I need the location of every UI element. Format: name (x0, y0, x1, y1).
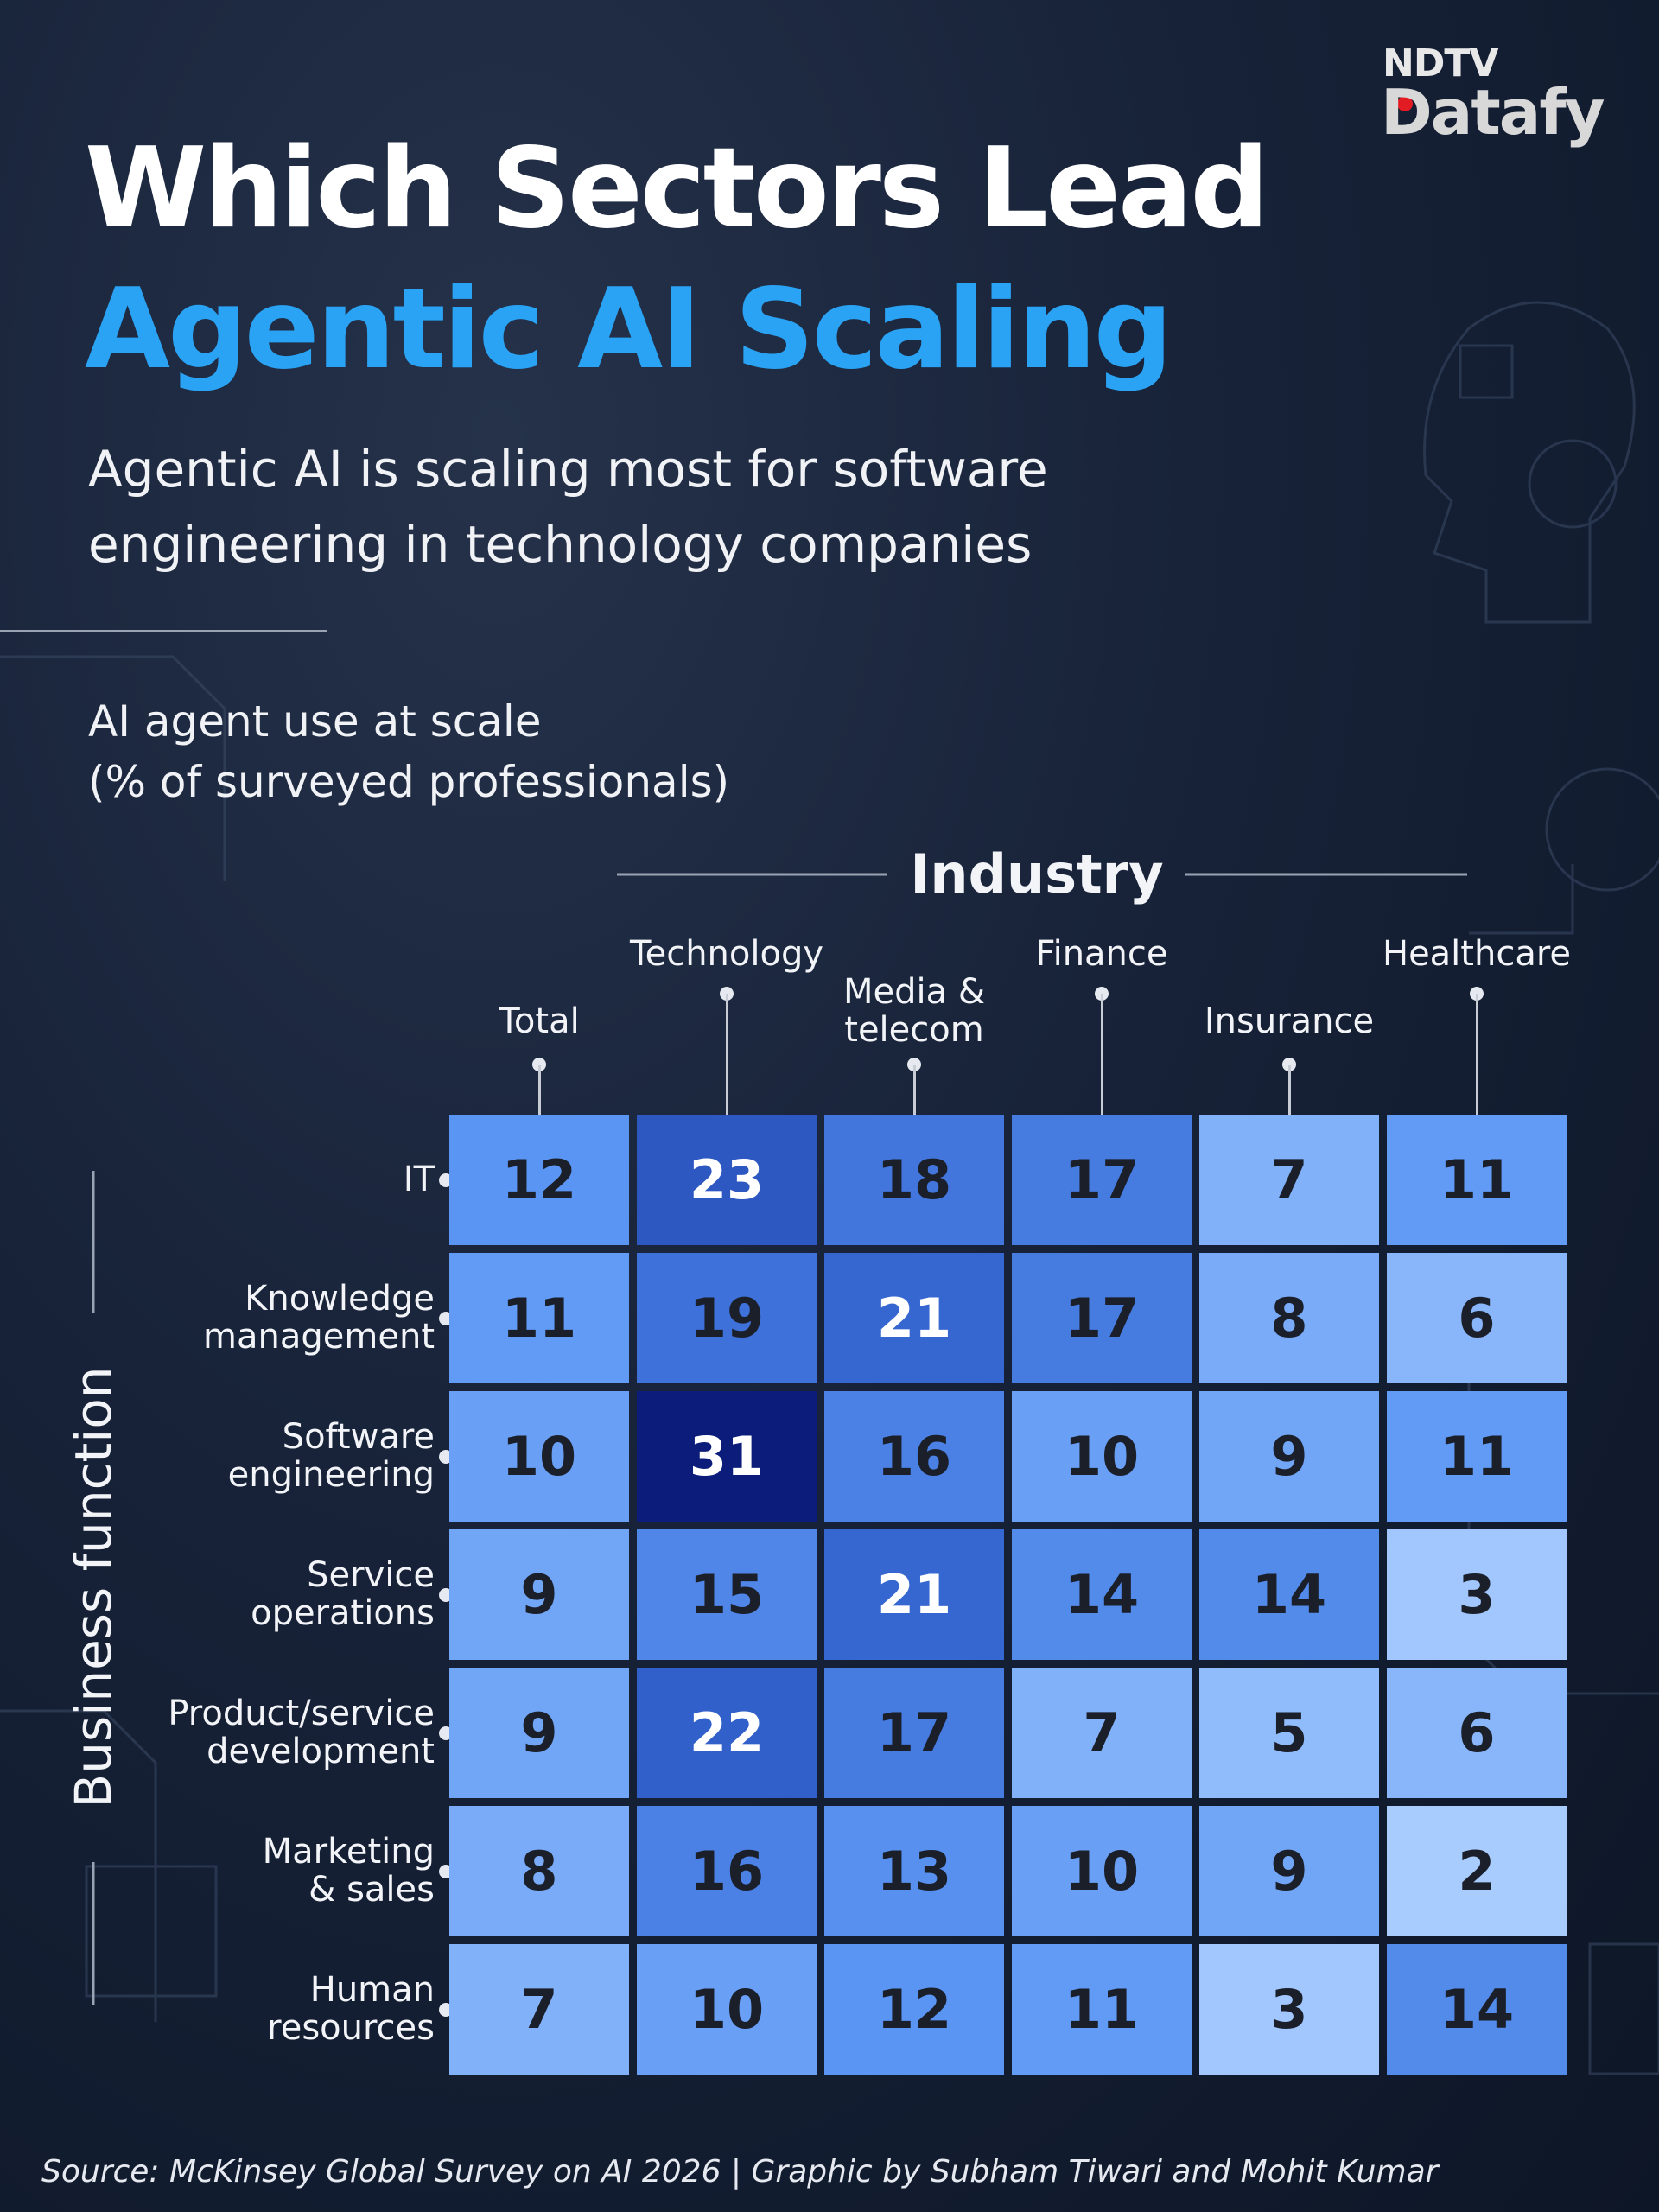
heatmap-cell: 23 (637, 1115, 817, 1245)
heatmap-cell: 5 (1199, 1668, 1379, 1798)
heatmap-cell: 10 (1012, 1806, 1192, 1936)
column-label: Healthcare (1382, 934, 1572, 974)
heatmap-cell: 6 (1387, 1253, 1567, 1383)
column-stem (725, 994, 728, 1115)
heatmap-cell: 2 (1387, 1806, 1567, 1936)
heatmap-cell: 8 (449, 1806, 629, 1936)
row-label: Service operations (251, 1554, 435, 1634)
heatmap-cell: 31 (637, 1391, 817, 1522)
heatmap-cell: 6 (1387, 1668, 1567, 1798)
heatmap-cell: 7 (449, 1944, 629, 2075)
heatmap-cell: 10 (449, 1391, 629, 1522)
heatmap-cell: 7 (1012, 1668, 1192, 1798)
title-line: Which Sectors Lead (85, 124, 1269, 253)
heatmap-cell: 10 (1012, 1391, 1192, 1522)
column-label: Technology (629, 934, 824, 974)
heatmap-cell: 9 (449, 1529, 629, 1660)
heatmap-cell: 17 (1012, 1253, 1192, 1383)
row-label: Knowledge management (203, 1278, 435, 1357)
logo-top: NDTV (1382, 41, 1498, 86)
heatmap-cell: 18 (824, 1115, 1004, 1245)
heatmap-cell: 3 (1387, 1529, 1567, 1660)
column-stem (912, 1065, 916, 1115)
subtitle: Agentic AI is scaling most for software … (88, 440, 1048, 574)
row-label: IT (403, 1160, 435, 1199)
heatmap-cell: 10 (637, 1944, 817, 2075)
heatmap-cell: 22 (637, 1668, 817, 1798)
heatmap-cell: 17 (1012, 1115, 1192, 1245)
heatmap-cell: 15 (637, 1529, 817, 1660)
column-label: Insurance (1204, 1001, 1375, 1041)
column-stem (1100, 994, 1103, 1115)
heatmap-cell: 3 (1199, 1944, 1379, 2075)
column-label: Finance (1035, 934, 1168, 974)
heatmap-cell: 8 (1199, 1253, 1379, 1383)
heatmap-cell: 9 (1199, 1391, 1379, 1522)
heatmap-cell: 13 (824, 1806, 1004, 1936)
row-label: Software engineering (227, 1416, 435, 1496)
heatmap-cell: 9 (449, 1668, 629, 1798)
column-label: Media & telecom (842, 972, 986, 1050)
row-label: Marketing & sales (262, 1831, 435, 1910)
column-stem (537, 1065, 541, 1115)
heatmap-cell: 19 (637, 1253, 817, 1383)
heatmap-cell: 17 (824, 1668, 1004, 1798)
row-label: Human resources (267, 1969, 435, 2049)
heatmap-cell: 14 (1387, 1944, 1567, 2075)
heatmap-cell: 16 (637, 1806, 817, 1936)
heatmap-cell: 11 (449, 1253, 629, 1383)
logo-bottom: Datafy (1381, 76, 1605, 149)
heatmap-cell: 11 (1387, 1115, 1567, 1245)
heatmap-cell: 21 (824, 1253, 1004, 1383)
source: Source: McKinsey Global Survey on AI 202… (41, 2154, 1439, 2190)
row-label: Product/service development (168, 1693, 435, 1772)
heatmap-cell: 21 (824, 1529, 1004, 1660)
x-axis-label: Industry (910, 842, 1164, 906)
column-stem (1475, 994, 1478, 1115)
heatmap-cell: 12 (449, 1115, 629, 1245)
heatmap-cell: 7 (1199, 1115, 1379, 1245)
heatmap-cell: 16 (824, 1391, 1004, 1522)
column-label: Total (499, 1001, 580, 1041)
title-line: Agentic AI Scaling (85, 265, 1173, 394)
heatmap-cell: 14 (1199, 1529, 1379, 1660)
measure-label: AI agent use at scale (% of surveyed pro… (88, 696, 730, 807)
heatmap-cell: 12 (824, 1944, 1004, 2075)
heatmap-cell: 14 (1012, 1529, 1192, 1660)
heatmap-cell: 9 (1199, 1806, 1379, 1936)
logo-dot (1397, 96, 1413, 111)
heatmap-cell: 11 (1387, 1391, 1567, 1522)
heatmap-cell: 11 (1012, 1944, 1192, 2075)
column-stem (1287, 1065, 1291, 1115)
